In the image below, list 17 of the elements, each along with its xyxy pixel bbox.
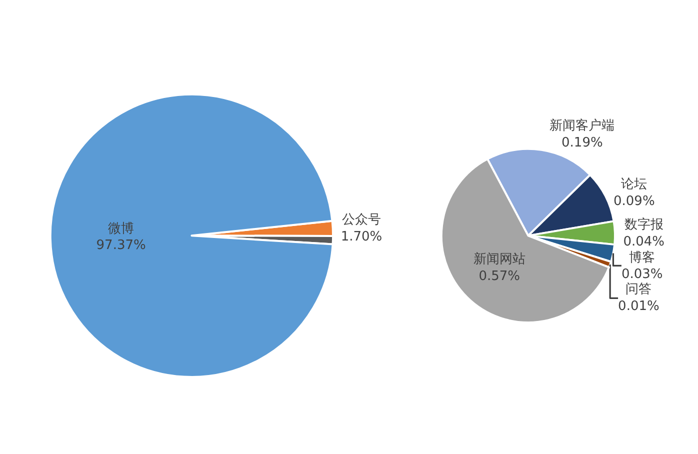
data-label: 0.57%	[478, 269, 520, 284]
slice-label: 微博	[108, 221, 134, 236]
slice-label: 问答	[626, 282, 652, 298]
slice-label: 新闻网站	[473, 252, 526, 268]
data-label: 0.19%	[562, 135, 603, 150]
slice-label: 论坛	[621, 176, 648, 192]
slice-label: 新闻客户端	[550, 117, 615, 134]
data-label: 1.70%	[340, 229, 382, 244]
data-label: 97.37%	[96, 238, 146, 254]
data-label: 0.01%	[618, 299, 660, 314]
slice-label: 公众号	[342, 212, 381, 228]
slice-label: 数字报	[624, 216, 664, 232]
data-label: 0.03%	[621, 267, 663, 282]
pie-slice	[49, 94, 334, 378]
data-label: 0.09%	[614, 194, 655, 209]
slice-label: 博客	[629, 249, 656, 266]
data-label: 0.04%	[623, 234, 664, 250]
